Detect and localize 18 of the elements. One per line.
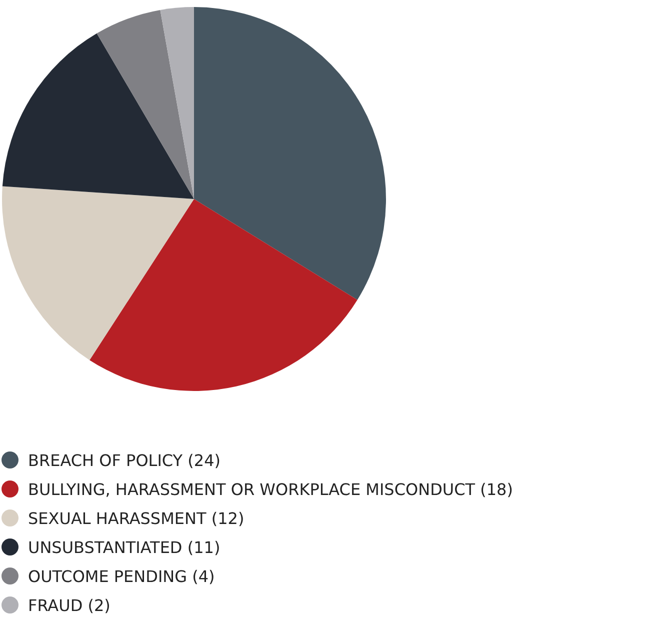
- data-label: (4): [187, 567, 215, 586]
- legend-label: FRAUD: [28, 596, 83, 615]
- pie-slice: [194, 7, 386, 300]
- pie-slice: [90, 199, 358, 391]
- data-label: (11): [182, 538, 220, 557]
- pie-slice: [96, 10, 194, 199]
- data-label: (18): [475, 480, 513, 499]
- pie-slice: [2, 186, 194, 360]
- legend-label: BULLYING, HARASSMENT OR WORKPLACE MISCONDUCT: [28, 480, 476, 499]
- data-label: (2): [82, 596, 110, 615]
- legend-label: SEXUAL HARASSMENT: [28, 509, 206, 528]
- legend-label: UNSUBSTANTIATED: [28, 538, 182, 557]
- pie-slice: [160, 7, 194, 199]
- pie-slice: [2, 33, 194, 199]
- data-label: (12): [206, 509, 244, 528]
- legend-label: BREACH OF POLICY: [28, 451, 183, 470]
- data-label: (24): [182, 451, 221, 470]
- legend-label: OUTCOME PENDING: [28, 567, 188, 586]
